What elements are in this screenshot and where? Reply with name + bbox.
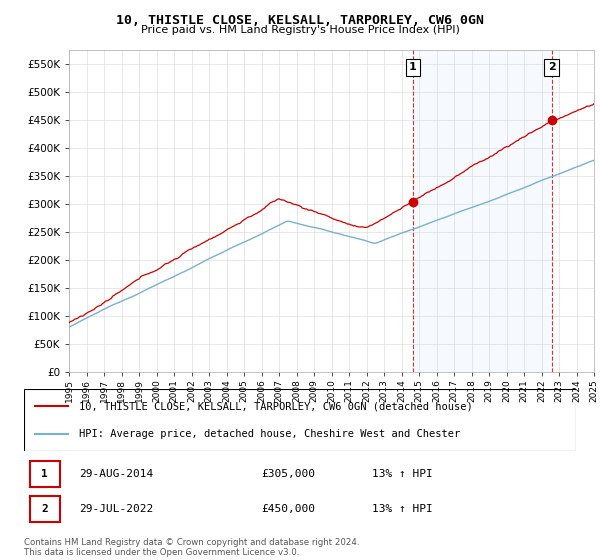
Text: 1: 1	[409, 62, 417, 72]
Text: Price paid vs. HM Land Registry's House Price Index (HPI): Price paid vs. HM Land Registry's House …	[140, 25, 460, 35]
Text: Contains HM Land Registry data © Crown copyright and database right 2024.
This d: Contains HM Land Registry data © Crown c…	[24, 538, 359, 557]
Text: £450,000: £450,000	[262, 504, 316, 514]
Text: HPI: Average price, detached house, Cheshire West and Chester: HPI: Average price, detached house, Ches…	[79, 428, 460, 438]
FancyBboxPatch shape	[29, 461, 60, 487]
Text: 1: 1	[41, 469, 48, 479]
Text: 10, THISTLE CLOSE, KELSALL, TARPORLEY, CW6 0GN (detached house): 10, THISTLE CLOSE, KELSALL, TARPORLEY, C…	[79, 402, 473, 412]
FancyBboxPatch shape	[29, 496, 60, 521]
Text: £305,000: £305,000	[262, 469, 316, 479]
Text: 2: 2	[548, 62, 556, 72]
Text: 13% ↑ HPI: 13% ↑ HPI	[372, 504, 433, 514]
Text: 2: 2	[41, 504, 48, 514]
Text: 10, THISTLE CLOSE, KELSALL, TARPORLEY, CW6 0GN: 10, THISTLE CLOSE, KELSALL, TARPORLEY, C…	[116, 14, 484, 27]
Text: 29-JUL-2022: 29-JUL-2022	[79, 504, 154, 514]
Bar	[413, 50, 551, 372]
Text: 29-AUG-2014: 29-AUG-2014	[79, 469, 154, 479]
Text: 13% ↑ HPI: 13% ↑ HPI	[372, 469, 433, 479]
